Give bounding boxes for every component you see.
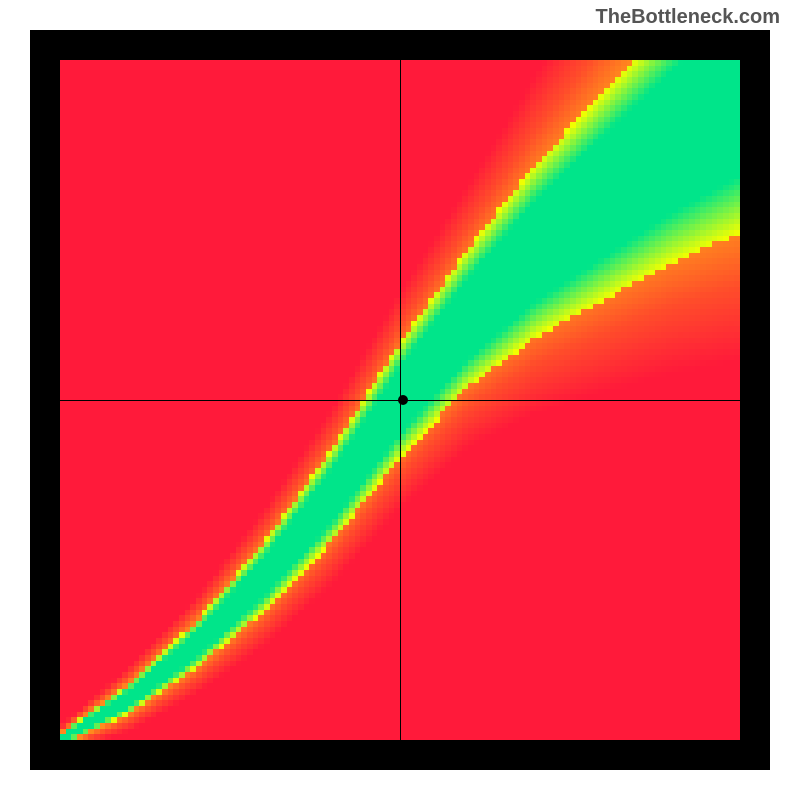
plot-frame — [30, 30, 770, 770]
plot-area — [60, 60, 740, 740]
attribution-label: TheBottleneck.com — [596, 6, 780, 29]
chart-container: TheBottleneck.com — [0, 0, 800, 800]
